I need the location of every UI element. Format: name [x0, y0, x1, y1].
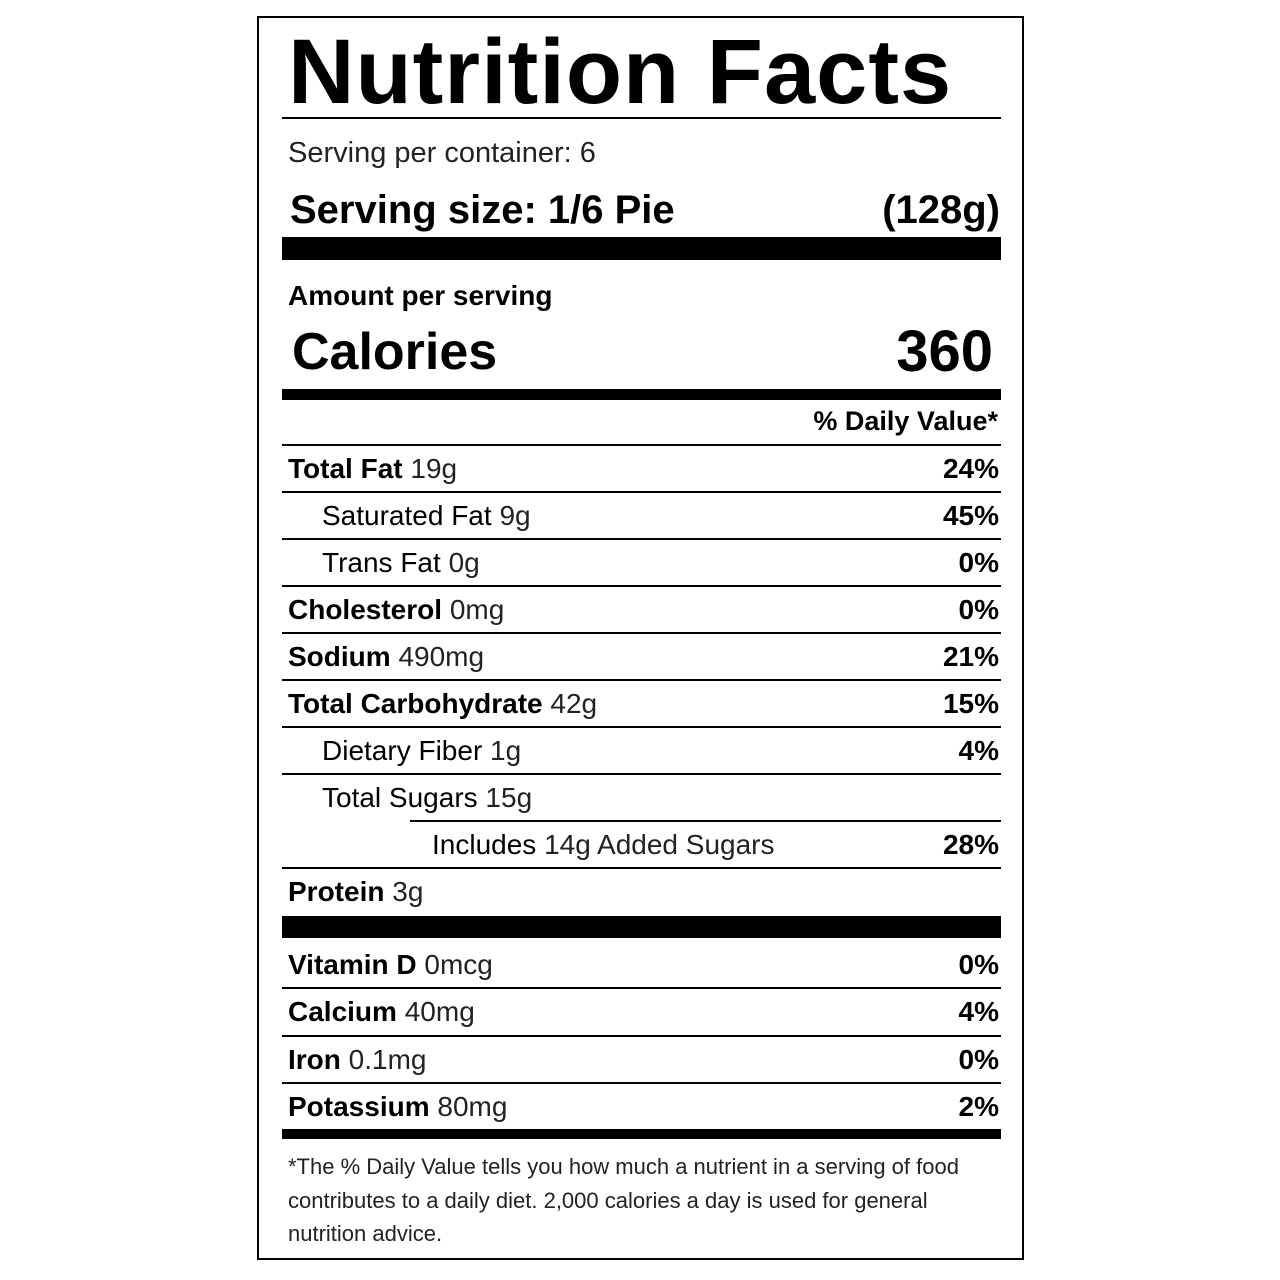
- thick-rule: [282, 237, 1001, 260]
- daily-value: 45%: [942, 500, 999, 531]
- nutrient: Total Sugars 15g: [322, 775, 532, 820]
- calories-value: 360: [896, 319, 993, 384]
- nutrient-name: Iron: [288, 1043, 341, 1075]
- nutrient-row: Vitamin D 0mcg 0%: [282, 942, 1001, 989]
- footnote: *The % Daily Value tells you how much a …: [288, 1154, 959, 1246]
- nutrient: Potassium 80mg: [288, 1084, 507, 1129]
- nutrient-row: Includes 14g Added Sugars 28%: [282, 820, 1001, 869]
- nutrient-row: Potassium 80mg 2%: [282, 1081, 1001, 1131]
- nutrient-name: Dietary Fiber: [322, 735, 483, 766]
- row-rule: [282, 987, 1001, 990]
- nutrient-amount: 0.1mg: [348, 1043, 427, 1075]
- daily-value: 0%: [958, 594, 999, 625]
- nutrient-amount: 14g Added Sugars: [544, 829, 775, 860]
- nutrient-name: Includes: [432, 829, 537, 860]
- row-rule: [410, 820, 1001, 822]
- nutrient-row: Calcium 40mg 4%: [282, 987, 1001, 1036]
- nutrient: Protein 3g: [288, 869, 423, 914]
- daily-value: 15%: [942, 688, 999, 719]
- nutrient-row: Sodium 490mg 21%: [282, 632, 1001, 681]
- thick-rule: [282, 389, 1001, 400]
- row-rule: [282, 538, 1001, 540]
- nutrient-row: Dietary Fiber 1g 4%: [282, 726, 1001, 775]
- nutrient-row: Protein 3g: [282, 867, 1001, 916]
- nutrient: Iron 0.1mg: [288, 1037, 427, 1082]
- thick-rule: [282, 1129, 1001, 1139]
- nutrient-name: Saturated Fat: [322, 500, 492, 531]
- daily-value-header: % Daily Value*: [813, 406, 998, 436]
- nutrient: Includes 14g Added Sugars: [432, 822, 775, 867]
- servings: Serving per container: 6: [288, 137, 596, 169]
- row-rule: [282, 1034, 1001, 1037]
- row-rule: [282, 444, 1001, 446]
- nutrient-row: Total Sugars 15g: [282, 773, 1001, 822]
- title: Nutrition Facts: [288, 21, 953, 123]
- daily-value: 2%: [958, 1090, 999, 1122]
- nutrient-amount: 42g: [550, 688, 598, 719]
- nutrient-amount: 80mg: [437, 1090, 508, 1122]
- nutrient-amount: 1g: [490, 735, 522, 766]
- label-border: [257, 16, 1024, 1260]
- nutrient-row: Total Fat 19g 24%: [282, 444, 1001, 493]
- daily-value: 4%: [958, 735, 999, 766]
- nutrient-name: Protein: [288, 876, 385, 907]
- nutrient-row: Saturated Fat 9g 45%: [282, 491, 1001, 540]
- serving-size: Serving size: 1/6 Pie: [290, 188, 675, 232]
- row-rule: [282, 585, 1001, 587]
- nutrient-row: Iron 0.1mg 0%: [282, 1034, 1001, 1084]
- row-rule: [282, 491, 1001, 493]
- nutrient-name: Potassium: [288, 1090, 430, 1122]
- nutrient-amount: 0g: [448, 547, 480, 578]
- nutrient: Dietary Fiber 1g: [322, 728, 521, 773]
- daily-value: 0%: [958, 1043, 999, 1075]
- nutrient-amount: 19g: [410, 453, 458, 484]
- nutrient-amount: 40mg: [404, 996, 475, 1028]
- nutrient-amount: 490mg: [398, 641, 485, 672]
- nutrient-amount: 0mg: [449, 594, 505, 625]
- row-rule: [282, 867, 1001, 869]
- nutrient-amount: 3g: [392, 876, 424, 907]
- nutrient-row: Trans Fat 0g 0%: [282, 538, 1001, 587]
- nutrient-amount: 0mcg: [424, 949, 493, 980]
- nutrient-name: Calcium: [288, 996, 397, 1028]
- nutrient-amount: 15g: [485, 782, 533, 813]
- daily-value: 21%: [942, 641, 999, 672]
- daily-value: 0%: [958, 949, 999, 980]
- nutrient: Saturated Fat 9g: [322, 493, 531, 538]
- nutrient-name: Total Carbohydrate: [288, 688, 543, 719]
- nutrient-row: Total Carbohydrate 42g 15%: [282, 679, 1001, 728]
- nutrient-name: Cholesterol: [288, 594, 443, 625]
- nutrient: Total Carbohydrate 42g: [288, 681, 597, 726]
- rule: [282, 117, 1001, 119]
- nutrient: Total Fat 19g: [288, 446, 457, 491]
- nutrient-name: Total Sugars: [322, 782, 478, 813]
- daily-value: 0%: [958, 547, 999, 578]
- row-rule: [282, 726, 1001, 728]
- nutrient: Sodium 490mg: [288, 634, 484, 679]
- nutrient: Cholesterol 0mg: [288, 587, 504, 632]
- nutrient-name: Sodium: [288, 641, 391, 672]
- daily-value: 28%: [942, 829, 999, 860]
- row-rule: [282, 679, 1001, 681]
- calories-label: Calories: [292, 323, 498, 381]
- serving-amount: (128g): [882, 188, 1000, 232]
- nutrient-name: Total Fat: [288, 453, 403, 484]
- nutrient: Calcium 40mg: [288, 989, 475, 1034]
- nutrient: Vitamin D 0mcg: [288, 942, 493, 987]
- nutrient-amount: 9g: [499, 500, 531, 531]
- daily-value: 4%: [958, 996, 999, 1028]
- row-rule: [282, 773, 1001, 775]
- nutrient-name: Vitamin D: [288, 949, 417, 980]
- row-rule: [282, 1081, 1001, 1084]
- thick-rule: [282, 916, 1001, 938]
- nutrient-row: Cholesterol 0mg 0%: [282, 585, 1001, 634]
- amount-per-serving: Amount per serving: [288, 280, 553, 311]
- nutrient-name: Trans Fat: [322, 547, 441, 578]
- daily-value: 24%: [942, 453, 999, 484]
- row-rule: [282, 632, 1001, 634]
- nutrient: Trans Fat 0g: [322, 540, 480, 585]
